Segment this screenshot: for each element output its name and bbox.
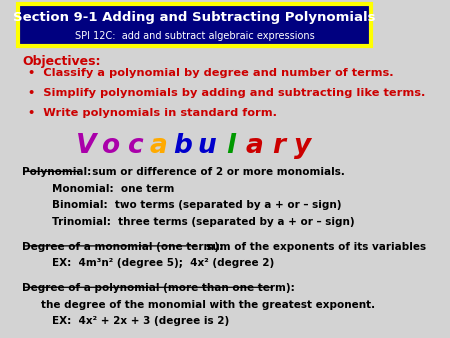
Text: Trinomial:  three terms (separated by a + or – sign): Trinomial: three terms (separated by a +… [52, 217, 355, 227]
Text: Degree of a polynomial (more than one term):: Degree of a polynomial (more than one te… [22, 283, 295, 293]
Text: u: u [197, 133, 216, 159]
Text: EX:  4x² + 2x + 3 (degree is 2): EX: 4x² + 2x + 3 (degree is 2) [52, 316, 229, 327]
Text: •  Simplify polynomials by adding and subtracting like terms.: • Simplify polynomials by adding and sub… [27, 88, 425, 98]
Text: Section 9-1 Adding and Subtracting Polynomials: Section 9-1 Adding and Subtracting Polyn… [14, 11, 376, 24]
FancyBboxPatch shape [18, 4, 371, 46]
Text: Degree of a monomial (one term):: Degree of a monomial (one term): [22, 242, 223, 252]
Text: Binomial:  two terms (separated by a + or – sign): Binomial: two terms (separated by a + or… [52, 200, 342, 211]
Text: •  Classify a polynomial by degree and number of terms.: • Classify a polynomial by degree and nu… [27, 68, 393, 78]
Text: Objectives:: Objectives: [22, 55, 100, 68]
Text: a: a [150, 133, 167, 159]
Text: the degree of the monomial with the greatest exponent.: the degree of the monomial with the grea… [40, 300, 375, 310]
Text: b: b [173, 133, 192, 159]
Text: SPI 12C:  add and subtract algebraic expressions: SPI 12C: add and subtract algebraic expr… [75, 31, 315, 41]
Text: l: l [226, 133, 235, 159]
Text: sum of the exponents of its variables: sum of the exponents of its variables [199, 242, 426, 252]
Text: V: V [76, 133, 97, 159]
Text: EX:  4m³n² (degree 5);  4x² (degree 2): EX: 4m³n² (degree 5); 4x² (degree 2) [52, 258, 274, 268]
Text: sum or difference of 2 or more monomials.: sum or difference of 2 or more monomials… [85, 167, 344, 177]
Text: Polynomial:: Polynomial: [22, 167, 91, 177]
Text: r: r [272, 133, 285, 159]
Text: o: o [101, 133, 120, 159]
Text: Monomial:  one term: Monomial: one term [52, 184, 174, 194]
Text: a: a [246, 133, 263, 159]
Text: c: c [126, 133, 142, 159]
Text: •  Write polynomials in standard form.: • Write polynomials in standard form. [27, 108, 276, 118]
Text: y: y [294, 133, 311, 159]
